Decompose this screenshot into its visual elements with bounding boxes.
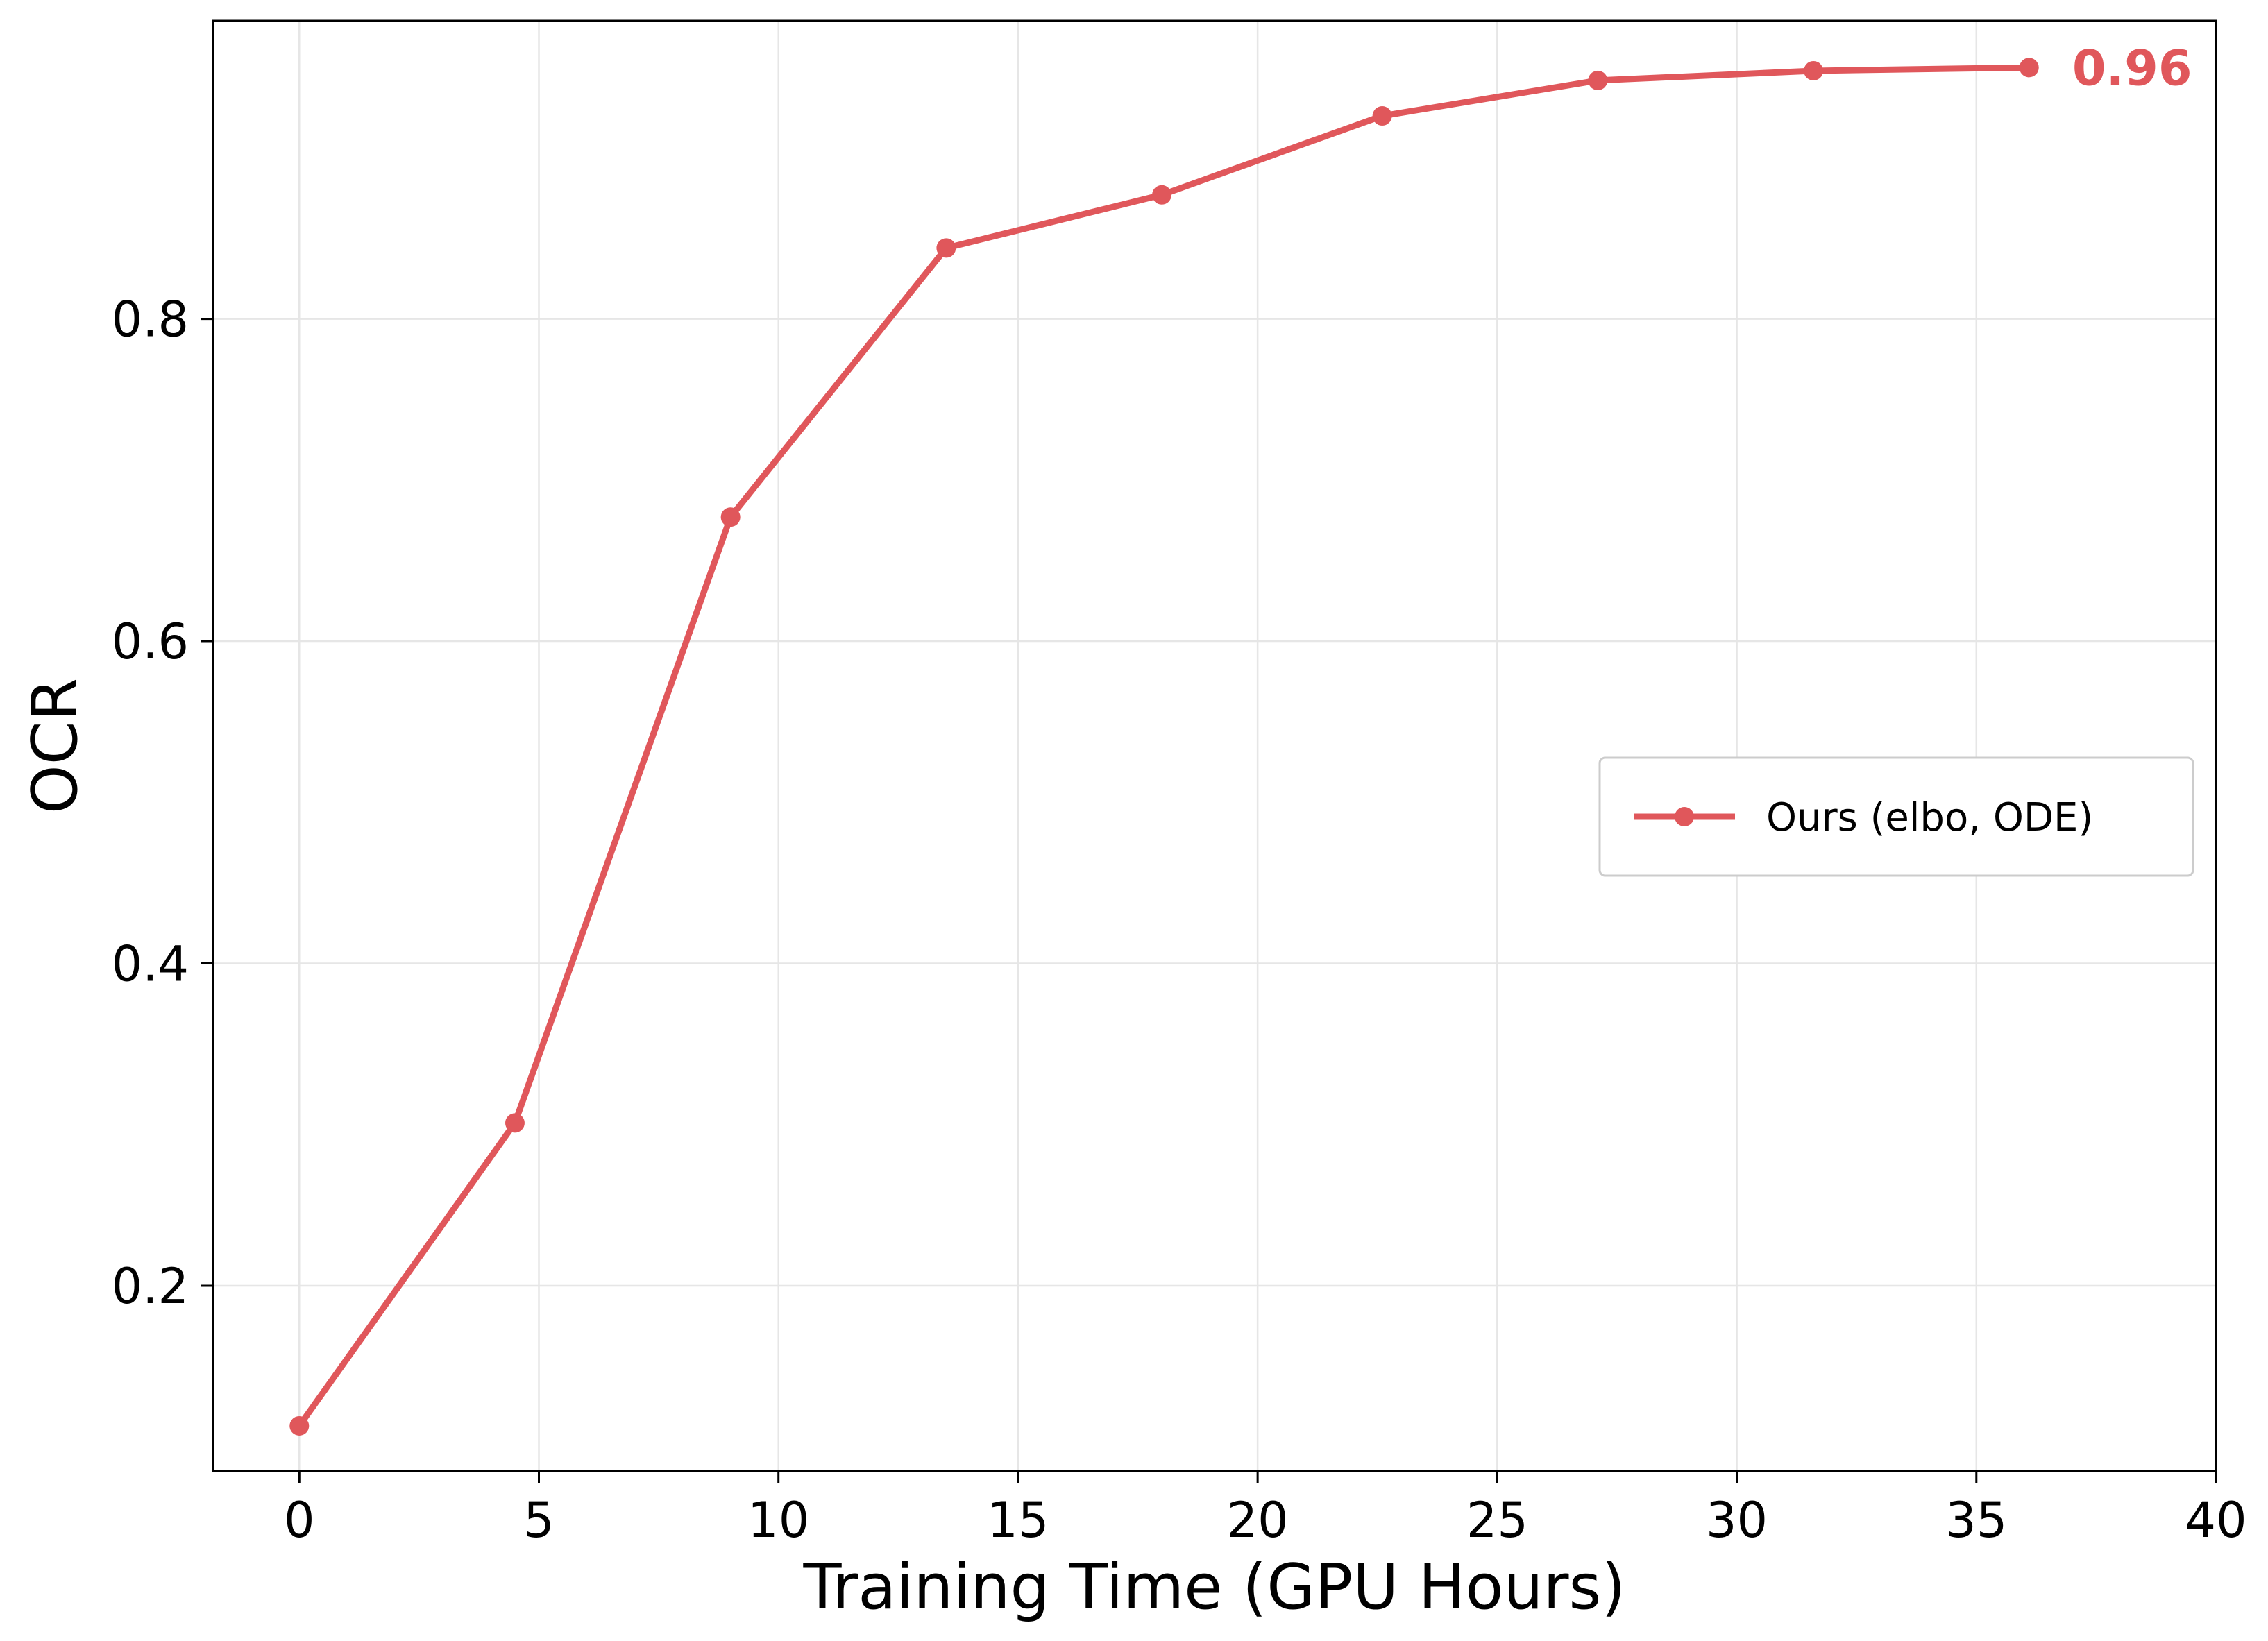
data-point — [720, 507, 741, 527]
y-axis-title: OCR — [19, 678, 92, 814]
x-axis-title: Training Time (GPU Hours) — [803, 1551, 1626, 1624]
legend-label: Ours (elbo, ODE) — [1766, 795, 2093, 840]
data-point — [1372, 106, 1392, 126]
x-tick-label: 30 — [1706, 1492, 1768, 1549]
x-tick-label: 35 — [1945, 1492, 2007, 1549]
x-axis-ticks: 0 5 10 15 20 25 30 35 40 — [284, 1471, 2247, 1549]
data-point — [936, 238, 956, 258]
value-annotation: 0.96 — [2072, 40, 2192, 96]
x-tick-label: 20 — [1227, 1492, 1289, 1549]
y-tick-label: 0.2 — [112, 1258, 189, 1315]
x-tick-label: 40 — [2185, 1492, 2246, 1549]
legend-box — [1598, 756, 2194, 877]
annotation-layer: 0.96 — [2072, 40, 2192, 96]
data-point — [2019, 58, 2039, 78]
data-point — [505, 1113, 525, 1133]
x-tick-label: 0 — [284, 1492, 315, 1549]
data-point — [1152, 185, 1172, 205]
x-tick-label: 10 — [747, 1492, 809, 1549]
data-point — [1804, 60, 1824, 80]
y-axis-ticks: 0.2 0.4 0.6 0.8 — [112, 291, 213, 1315]
data-point — [1588, 70, 1608, 90]
y-tick-label: 0.6 — [112, 613, 189, 670]
data-point — [289, 1415, 310, 1436]
x-tick-label: 5 — [523, 1492, 555, 1549]
legend-marker-swatch — [1675, 807, 1694, 826]
y-tick-label: 0.8 — [112, 291, 189, 348]
x-tick-label: 25 — [1466, 1492, 1528, 1549]
x-tick-label: 15 — [987, 1492, 1049, 1549]
series-layer — [289, 58, 2039, 1436]
plot-frame — [212, 19, 2217, 1472]
legend: Ours (elbo, ODE) — [1598, 756, 2194, 877]
y-tick-label: 0.4 — [112, 936, 189, 993]
